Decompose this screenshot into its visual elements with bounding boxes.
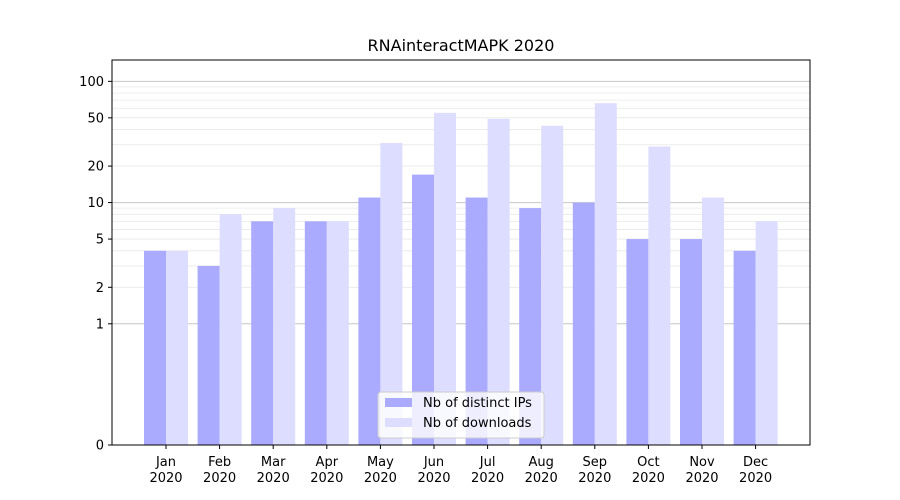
x-tick-label-year: 2020 (417, 471, 450, 486)
bar-ips (251, 221, 274, 445)
x-tick-label-year: 2020 (257, 471, 290, 486)
bar-downloads (380, 143, 403, 445)
y-tick-label: 5 (96, 233, 104, 248)
x-tick-label-year: 2020 (471, 471, 504, 486)
x-tick-label-year: 2020 (739, 471, 772, 486)
bar-ips (572, 202, 595, 445)
y-tick-label: 10 (87, 196, 104, 211)
y-tick-label: 20 (87, 160, 104, 175)
bar-ips (680, 239, 702, 445)
y-tick-label: 2 (96, 281, 104, 296)
bar-downloads (594, 103, 617, 445)
x-tick-label-month: Sep (583, 455, 608, 470)
x-tick-label-month: Aug (529, 455, 554, 470)
x-tick-label-month: Nov (689, 455, 715, 470)
bar-downloads (487, 118, 510, 446)
bar-ips (412, 174, 434, 446)
x-tick-label-year: 2020 (685, 471, 718, 486)
bar-ips (733, 250, 756, 445)
y-tick-label: 100 (79, 75, 104, 90)
bar-downloads (273, 208, 296, 445)
x-axis: Jan2020Feb2020Mar2020Apr2020May2020Jun20… (149, 445, 772, 486)
bar-ips (626, 239, 649, 445)
x-tick-label-month: Jan (155, 455, 176, 470)
bar-downloads (755, 221, 778, 445)
bars (144, 103, 778, 446)
bar-ips (465, 197, 488, 445)
x-tick-label-month: Oct (637, 455, 659, 470)
y-tick-label: 1 (96, 317, 104, 332)
bar-downloads (648, 146, 671, 445)
x-tick-label-month: May (367, 455, 394, 470)
y-tick-label: 50 (87, 111, 104, 126)
bar-ips (519, 208, 542, 445)
legend-box (377, 391, 545, 439)
bar-ips (358, 197, 381, 445)
legend: Nb of distinct IPs Nb of downloads (377, 391, 545, 439)
legend-label: Nb of downloads (423, 416, 532, 431)
legend-swatch (385, 418, 412, 427)
bar-ips (144, 250, 166, 445)
x-tick-label-month: Jul (479, 455, 496, 470)
x-tick-label-year: 2020 (525, 471, 558, 486)
x-tick-label-year: 2020 (632, 471, 665, 486)
y-tick-label: 0 (96, 439, 104, 454)
x-tick-label-year: 2020 (310, 471, 343, 486)
legend-swatch (385, 398, 412, 407)
x-tick-label-year: 2020 (149, 471, 182, 486)
x-tick-label-month: Jun (423, 455, 444, 470)
bar-ips (304, 221, 327, 445)
x-tick-label-year: 2020 (203, 471, 236, 486)
bar-downloads (166, 250, 188, 445)
bar-downloads (434, 112, 456, 445)
plot-frame (111, 59, 811, 446)
x-tick-label-month: Mar (261, 455, 286, 470)
x-tick-label-year: 2020 (578, 471, 611, 486)
bar-downloads (326, 221, 349, 445)
y-axis: 0 1 2 5 10 20 50 100 (79, 75, 112, 454)
x-tick-label-year: 2020 (364, 471, 397, 486)
x-tick-label-month: Apr (316, 455, 339, 470)
bar-downloads (541, 125, 564, 445)
chart-title: RNAinteractMAPK 2020 (368, 36, 555, 55)
bar-downloads (702, 197, 724, 445)
legend-label: Nb of distinct IPs (423, 396, 532, 411)
x-tick-label-month: Feb (208, 455, 231, 470)
x-tick-label-month: Dec (743, 455, 768, 470)
bar-downloads (219, 214, 242, 445)
bar-ips (197, 265, 220, 445)
